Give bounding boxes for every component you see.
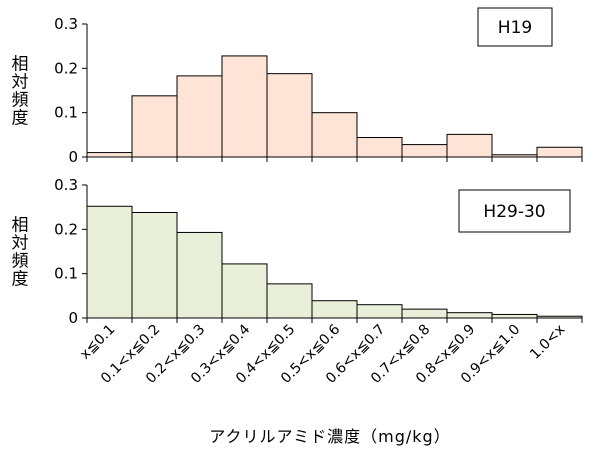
bar-1 — [86, 205, 133, 319]
y-tick-label: 0.1 — [54, 104, 78, 122]
legend-label: H29-30 — [483, 202, 545, 222]
y-tick-label: 0.3 — [54, 176, 78, 194]
bar-8 — [401, 144, 448, 158]
legend-label: H19 — [498, 18, 532, 38]
bar-9 — [446, 312, 493, 319]
bar-3 — [176, 75, 223, 158]
legend-box — [477, 7, 553, 47]
bar-10 — [491, 313, 538, 319]
bar-7 — [356, 136, 403, 158]
bar-3 — [176, 231, 223, 319]
y-tick-label: 0 — [68, 309, 78, 327]
category-label: x≦0.1 — [77, 322, 118, 363]
y-tick-label: 0.3 — [54, 15, 78, 33]
bar-1 — [86, 152, 133, 158]
y-tick-label: 0.2 — [54, 59, 78, 77]
y-axis-label: 相対頻度 — [12, 55, 29, 129]
bar-2 — [131, 211, 178, 319]
bar-7 — [356, 304, 403, 319]
category-axis-labels: x≦0.10.1<x≦0.20.2<x≦0.30.3<x≦0.40.4<x≦0.… — [77, 321, 568, 386]
chart-panel-h19: 0 0.1 0.2 0.3 相対頻度 H19 — [12, 7, 583, 166]
category-label: 1.0<x — [527, 322, 568, 363]
y-axis-label: 相対頻度 — [12, 216, 29, 290]
bar-8 — [401, 308, 448, 319]
bar-5 — [266, 73, 313, 158]
x-axis-label: アクリルアミド濃度（mg/kg） — [209, 427, 450, 446]
y-tick-label: 0.2 — [54, 220, 78, 238]
bar-4 — [221, 263, 268, 319]
bar-11 — [536, 146, 583, 158]
chart-panel-h29-30: 0 0.1 0.2 0.3 相対頻度 H29-30 — [12, 176, 583, 327]
bar-6 — [311, 300, 358, 319]
y-tick-label: 0.1 — [54, 265, 78, 283]
bar-4 — [221, 55, 268, 158]
y-tick-label: 0 — [68, 148, 78, 166]
bar-6 — [311, 112, 358, 158]
bar-2 — [131, 95, 178, 158]
bar-5 — [266, 283, 313, 319]
legend-box — [458, 189, 571, 233]
bar-9 — [446, 133, 493, 158]
